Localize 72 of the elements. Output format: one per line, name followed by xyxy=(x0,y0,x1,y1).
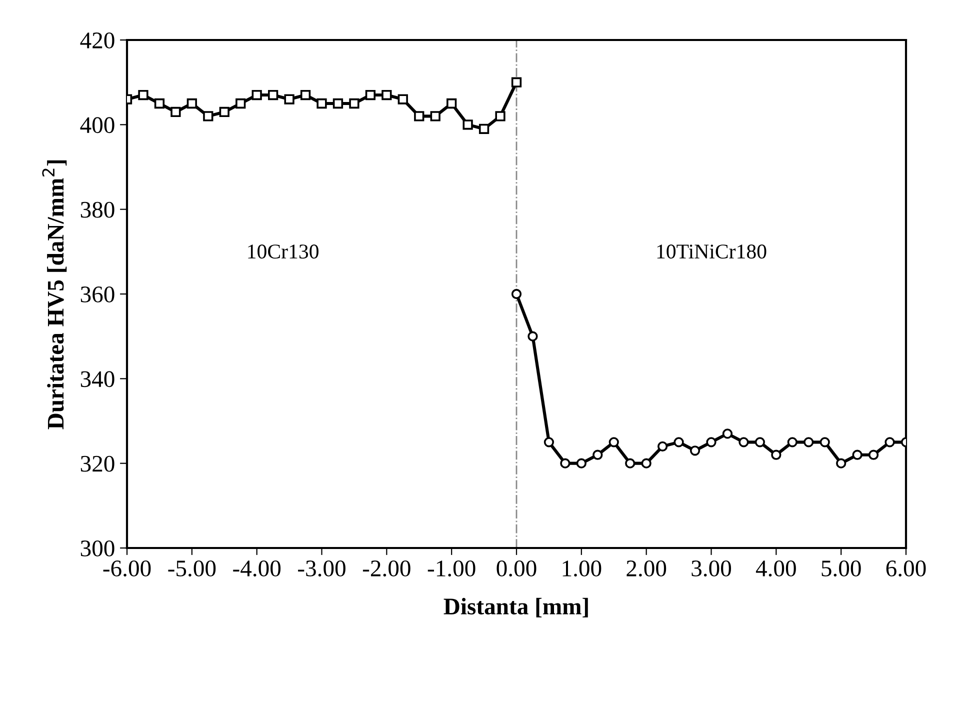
point xyxy=(170,106,181,118)
point xyxy=(236,98,246,109)
x-tick-label: -6.00 xyxy=(103,560,151,577)
point xyxy=(414,111,424,122)
point xyxy=(154,98,165,109)
point xyxy=(804,437,814,448)
point xyxy=(884,437,895,448)
point xyxy=(592,450,603,460)
point xyxy=(365,90,376,100)
point xyxy=(478,124,490,134)
y-tick-label: 340 xyxy=(80,371,114,388)
point xyxy=(462,120,473,130)
x-tick-label: -2.00 xyxy=(362,560,410,577)
x-tick-label: 3.00 xyxy=(692,560,732,577)
point xyxy=(754,437,766,448)
point xyxy=(430,111,440,122)
point xyxy=(738,437,749,448)
x-tick-label: 1.00 xyxy=(562,560,602,577)
point xyxy=(771,450,782,460)
point xyxy=(641,458,652,468)
point xyxy=(625,458,636,468)
x-tick-label: 0.00 xyxy=(496,560,536,577)
y-tick-label: 320 xyxy=(80,456,114,472)
point xyxy=(316,98,327,109)
point xyxy=(382,90,392,100)
point xyxy=(528,331,538,342)
x-tick-label: 6.00 xyxy=(886,560,926,577)
point xyxy=(186,98,197,109)
point xyxy=(252,90,262,100)
y-tick-label: 300 xyxy=(80,540,114,556)
point xyxy=(722,428,733,439)
x-tick-label: 2.00 xyxy=(626,560,666,577)
point xyxy=(203,111,214,122)
x-tick-label: -3.00 xyxy=(298,560,346,577)
y-tick-label: 380 xyxy=(80,202,114,218)
point xyxy=(511,77,522,88)
x-tick-label: 4.00 xyxy=(756,560,796,577)
point xyxy=(608,437,619,448)
point xyxy=(398,94,408,104)
x-tick-label: -4.00 xyxy=(233,560,281,577)
point xyxy=(349,98,360,109)
point xyxy=(544,437,554,448)
point xyxy=(787,437,798,448)
x-axis-title: Distanta [mm] xyxy=(444,598,588,618)
y-axis-title: Duritatea HV5 [daN/mm$^{2}$] xyxy=(42,160,67,430)
annotation: 10TiNiCr180 xyxy=(657,244,766,259)
point xyxy=(495,111,506,122)
annotation: 10Cr130 xyxy=(248,244,318,259)
point xyxy=(657,441,668,452)
y-tick-label: 420 xyxy=(80,32,114,48)
y-tick-label: 360 xyxy=(80,286,114,302)
x-tick-label: -5.00 xyxy=(168,560,216,577)
point xyxy=(852,450,862,460)
point xyxy=(219,106,230,118)
point xyxy=(674,437,684,448)
point xyxy=(576,458,586,468)
point xyxy=(820,437,830,448)
point xyxy=(868,450,879,460)
point xyxy=(284,94,294,104)
y-tick-label: 400 xyxy=(80,117,114,134)
point xyxy=(706,437,716,448)
x-tick-label: -1.00 xyxy=(428,560,476,577)
point xyxy=(446,98,457,109)
point xyxy=(138,90,148,100)
point xyxy=(332,98,344,109)
point xyxy=(268,90,278,100)
point xyxy=(560,458,570,468)
point xyxy=(690,446,700,456)
point xyxy=(836,458,846,468)
x-tick-label: 5.00 xyxy=(822,560,861,577)
point xyxy=(300,90,311,100)
point xyxy=(511,288,522,300)
